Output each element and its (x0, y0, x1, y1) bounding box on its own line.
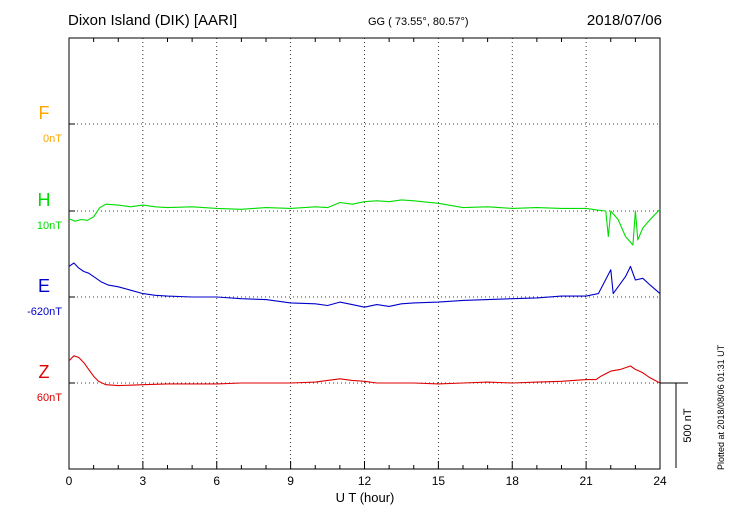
tick-label-3: 3 (140, 474, 147, 488)
series-lines (68, 199, 661, 387)
grid-lines (142, 38, 587, 469)
series-name-F: F (39, 103, 50, 123)
series-labels: F 0nT H 10nT E -620nT Z 60nT (27, 103, 62, 404)
tick-label-18: 18 (506, 474, 520, 488)
scale-bar-label: 500 nT (682, 408, 694, 443)
tick-label-24: 24 (653, 474, 667, 488)
tick-label-0: 0 (66, 474, 73, 488)
tick-label-21: 21 (579, 474, 593, 488)
series-name-E: E (38, 276, 50, 296)
plotted-timestamp: Plotted at 2018/08/06 01:31 UT (716, 344, 726, 470)
scale-bar: 500 nT (660, 382, 694, 468)
baselines (69, 123, 660, 384)
series-line-Z (68, 355, 661, 387)
series-line-E (68, 262, 661, 308)
tick-label-15: 15 (432, 474, 446, 488)
x-ticks: 0 3 6 9 12 15 18 21 24 (66, 38, 667, 488)
series-baseline-Z: 60nT (37, 392, 62, 404)
series-name-Z: Z (39, 362, 50, 382)
tick-label-6: 6 (213, 474, 220, 488)
station-title: Dixon Island (DIK) [AARI] (68, 12, 238, 29)
series-baseline-E: -620nT (27, 306, 62, 318)
series-baseline-F: 0nT (43, 133, 62, 145)
series-line-H (68, 199, 661, 246)
x-axis-label: U T (hour) (336, 490, 395, 505)
geographic-coords: GG ( 73.55°, 80.57°) (368, 16, 469, 28)
series-name-H: H (38, 190, 51, 210)
series-baseline-H: 10nT (37, 220, 62, 232)
tick-label-9: 9 (287, 474, 294, 488)
tick-label-12: 12 (358, 474, 372, 488)
date-label: 2018/07/06 (586, 12, 662, 29)
